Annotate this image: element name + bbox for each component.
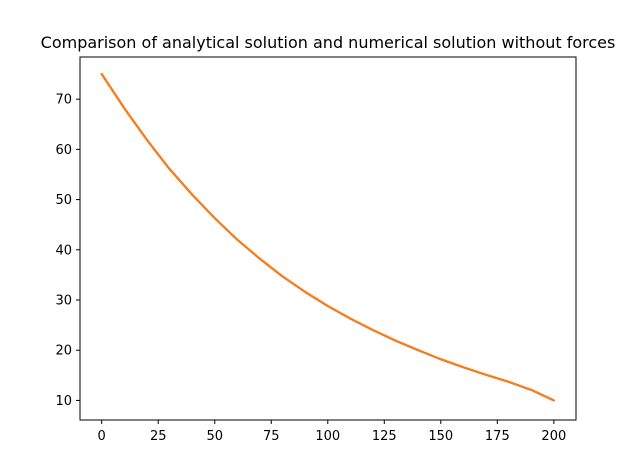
x-tick-label: 175 xyxy=(485,429,510,444)
y-tick-label: 70 xyxy=(55,93,72,108)
y-axis: 10 20 30 40 50 60 70 xyxy=(55,93,80,409)
y-tick-label: 10 xyxy=(55,394,72,409)
x-tick-label: 150 xyxy=(428,429,453,444)
x-tick-label: 100 xyxy=(315,429,340,444)
y-tick-label: 20 xyxy=(55,344,72,359)
x-tick-label: 200 xyxy=(541,429,566,444)
chart-title: Comparison of analytical solution and nu… xyxy=(41,33,616,52)
plot-area: 0 25 50 75 100 125 150 175 200 10 20 30 40 50 60 70 xyxy=(55,56,577,444)
x-tick-label: 75 xyxy=(263,429,280,444)
series-line-3 xyxy=(100,73,555,402)
x-tick-label: 125 xyxy=(372,429,397,444)
x-tick-label: 50 xyxy=(206,429,223,444)
axes-frame xyxy=(79,56,577,421)
x-tick-label: 25 xyxy=(150,429,167,444)
y-tick-label: 60 xyxy=(55,143,72,158)
y-tick-label: 40 xyxy=(55,243,72,258)
x-tick-label: 0 xyxy=(98,429,106,444)
x-axis: 0 25 50 75 100 125 150 175 200 xyxy=(98,420,566,444)
y-tick-label: 30 xyxy=(55,294,72,309)
y-tick-label: 50 xyxy=(55,193,72,208)
series-group xyxy=(100,73,555,402)
